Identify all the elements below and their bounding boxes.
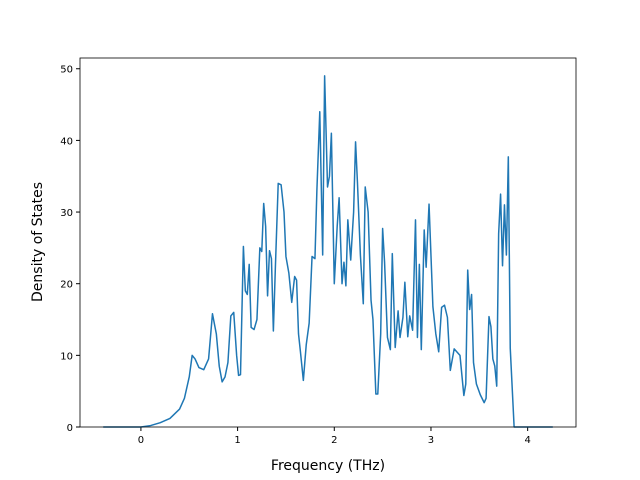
y-tick-label: 10 (60, 351, 73, 362)
y-tick-label: 30 (60, 208, 73, 219)
x-tick-label: 2 (331, 435, 337, 446)
y-tick-label: 40 (60, 136, 73, 147)
x-tick-label: 0 (138, 435, 144, 446)
x-tick-label: 4 (524, 435, 530, 446)
x-tick-label: 1 (234, 435, 240, 446)
y-tick-label: 50 (60, 65, 73, 76)
x-axis-label: Frequency (THz) (271, 458, 385, 474)
y-axis-label: Density of States (30, 182, 46, 302)
y-tick-label: 20 (60, 280, 73, 291)
y-tick-label: 0 (67, 423, 73, 434)
data-line (103, 75, 553, 428)
plot-frame (79, 57, 577, 428)
x-tick-label: 3 (428, 435, 434, 446)
